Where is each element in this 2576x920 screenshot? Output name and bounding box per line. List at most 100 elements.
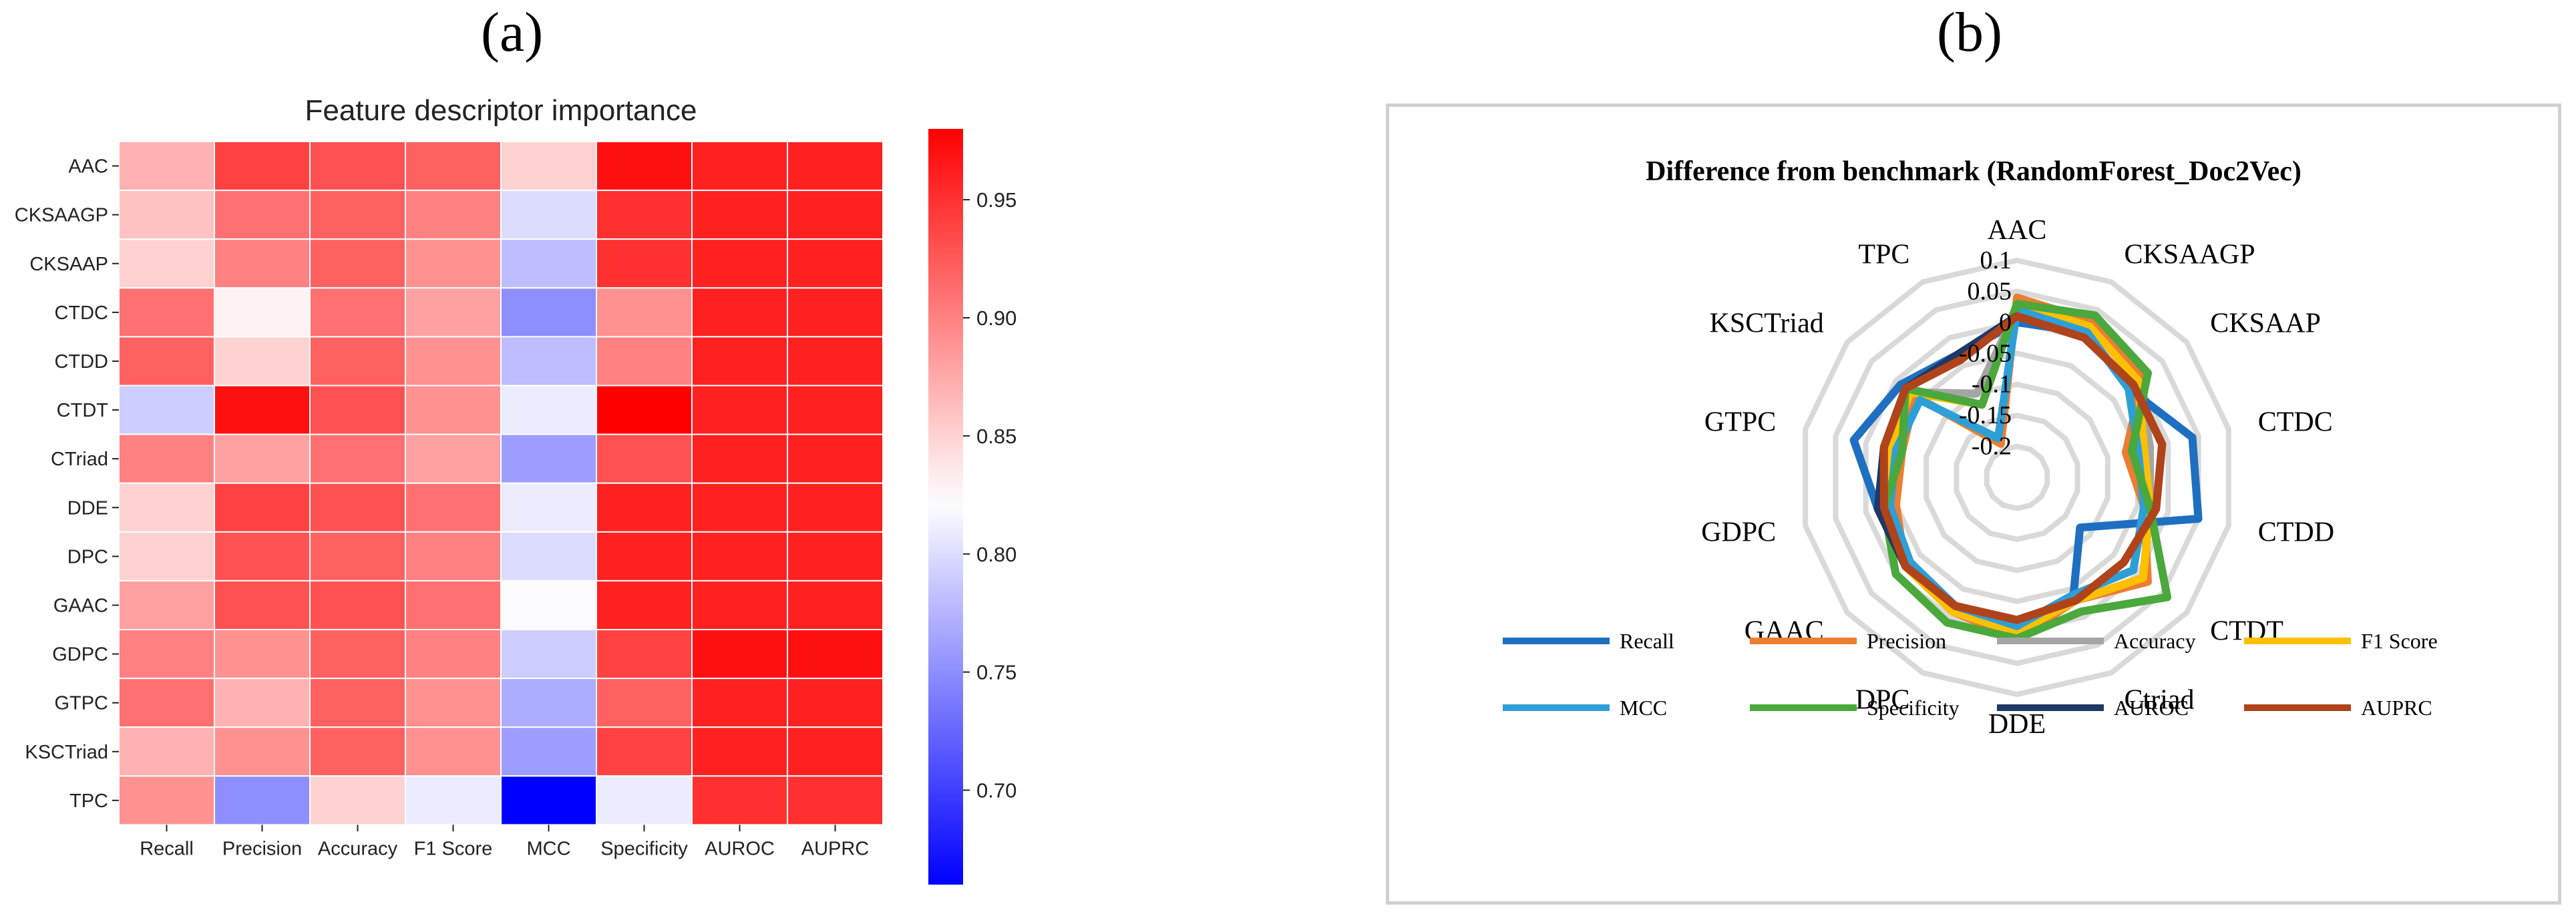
heatmap-cell: [309, 238, 406, 289]
heatmap-cell: [118, 678, 215, 728]
heatmap-cell: [118, 336, 215, 387]
heatmap-cell: [309, 287, 406, 338]
heatmap-cell: [118, 385, 215, 435]
radar-axis-label: CKSAAP: [2210, 308, 2321, 338]
heatmap-row-label: GTPC: [54, 693, 108, 714]
heatmap-cell: [405, 580, 502, 631]
heatmap-cell: [596, 287, 693, 338]
heatmap-title: Feature descriptor importance: [305, 94, 697, 127]
heatmap-cell: [596, 531, 693, 582]
heatmap-cell: [309, 141, 406, 192]
heatmap-col-label: F1 Score: [414, 838, 493, 859]
heatmap-cell: [596, 141, 693, 192]
panel-b-label: (b): [1937, 1, 2002, 63]
colorbar-tick-label: 0.70: [976, 779, 1017, 802]
radar-axis-label: CTDC: [2258, 407, 2333, 438]
heatmap-row-label: CTDT: [57, 400, 109, 421]
heatmap-cell: [596, 580, 693, 631]
heatmap-cell: [405, 775, 502, 826]
legend-label: Recall: [1620, 629, 1674, 653]
heatmap-cell: [500, 629, 597, 680]
heatmap-cell: [214, 678, 311, 728]
heatmap-chart: Feature descriptor importance AAC CKSAAGP C…: [15, 94, 1017, 885]
heatmap-cell: [787, 775, 884, 826]
heatmap-col-label: Accuracy: [318, 838, 398, 859]
colorbar-tick-label: 0.85: [976, 425, 1017, 448]
radar-axis-label: CTDD: [2258, 517, 2334, 547]
colorbar-tick-label: 0.95: [976, 188, 1017, 212]
heatmap-cell: [118, 482, 215, 533]
heatmap-cell: [691, 580, 788, 631]
heatmap-cell: [500, 336, 597, 387]
heatmap-cell: [214, 287, 311, 338]
heatmap-cell: [596, 629, 693, 680]
radar-panel-frame: [1386, 103, 2561, 905]
heatmap-cell: [405, 287, 502, 338]
heatmap-cell: [309, 775, 406, 826]
heatmap-col-label: AUPRC: [801, 838, 870, 859]
heatmap-cell: [309, 433, 406, 484]
heatmap-cell: [500, 482, 597, 533]
heatmap-cell: [596, 190, 693, 240]
heatmap-cell: [214, 775, 311, 826]
heatmap-cell: [691, 629, 788, 680]
heatmap-cell: [405, 190, 502, 240]
heatmap-row-label: CTDC: [54, 302, 108, 324]
radar-series-mcc: [1885, 306, 2149, 630]
heatmap-cell: [787, 629, 884, 680]
heatmap-cell: [691, 238, 788, 289]
heatmap-row-label: KSCTriad: [25, 742, 108, 763]
radar-axis-label: TPC: [1858, 240, 1909, 270]
heatmap-cell: [787, 433, 884, 484]
radar-grid-ring: [1833, 288, 2201, 666]
legend-label: F1 Score: [2361, 629, 2438, 653]
heatmap-cell: [787, 580, 884, 631]
heatmap-cell: [405, 336, 502, 387]
heatmap-cell: [309, 190, 406, 240]
radar-grid-ring: [1954, 413, 2080, 542]
heatmap-cell: [691, 336, 788, 387]
heatmap-row-label: GDPC: [52, 644, 108, 666]
heatmap-cell: [787, 287, 884, 338]
heatmap-cell: [787, 482, 884, 533]
heatmap-cell: [309, 726, 406, 777]
panel-a-label: (a): [481, 1, 544, 63]
heatmap-cell: [691, 531, 788, 582]
heatmap-cell: [405, 141, 502, 192]
colorbar-tick-label: 0.80: [976, 543, 1017, 566]
heatmap-cell: [118, 629, 215, 680]
heatmap-cell: [787, 531, 884, 582]
heatmap-row-label: DPC: [67, 546, 108, 567]
heatmap-cell: [500, 433, 597, 484]
heatmap-cell: [787, 141, 884, 192]
colorbar-tick-label: 0.75: [976, 661, 1017, 684]
heatmap-cell: [691, 385, 788, 435]
heatmap-cell: [405, 433, 502, 484]
heatmap-cell: [118, 580, 215, 631]
heatmap-cell: [214, 238, 311, 289]
heatmap-row-label: DDE: [67, 497, 108, 519]
legend-label: MCC: [1620, 696, 1667, 720]
radar-title: Difference from benchmark (RandomForest_…: [1646, 156, 2302, 187]
heatmap-cell: [309, 531, 406, 582]
heatmap-cell: [118, 238, 215, 289]
heatmap-cell: [596, 678, 693, 728]
radar-axis-label: DDE: [1988, 709, 2046, 740]
legend-label: AUPRC: [2361, 696, 2432, 720]
heatmap-cell: [405, 678, 502, 728]
heatmap-cell: [214, 141, 311, 192]
heatmap-cell: [118, 531, 215, 582]
legend-label: Precision: [1867, 629, 1946, 653]
radar-ring-label: -0.2: [1972, 433, 2012, 461]
heatmap-cell: [500, 385, 597, 435]
radar-grid-ring: [1803, 257, 2231, 698]
radar-chart: Difference from benchmark (RandomForest_…: [1503, 156, 2438, 740]
heatmap-col-label: Specificity: [600, 838, 688, 859]
heatmap-cell: [309, 678, 406, 728]
heatmap-cell: [596, 726, 693, 777]
heatmap-cell: [500, 531, 597, 582]
radar-ring-label: -0.15: [1959, 401, 2012, 429]
heatmap-cell: [596, 385, 693, 435]
radar-ring-label: -0.05: [1959, 339, 2012, 367]
radar-ring-label: -0.1: [1972, 371, 2012, 399]
